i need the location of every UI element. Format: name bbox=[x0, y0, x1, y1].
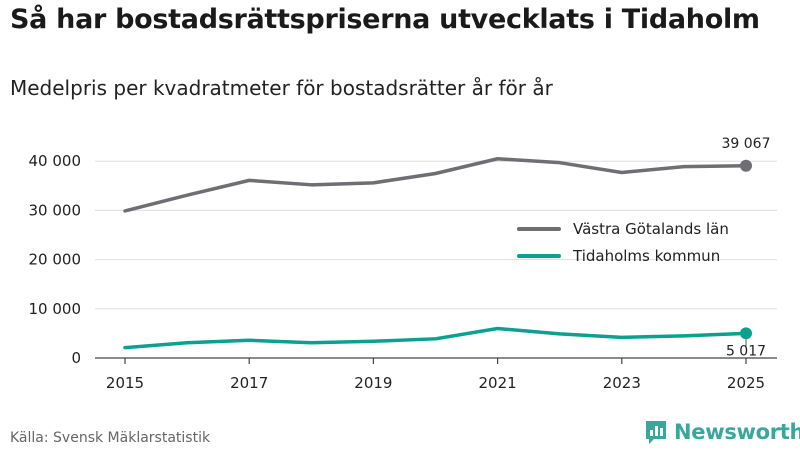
x-tick-label: 2017 bbox=[230, 374, 268, 392]
brand-logo[interactable]: Newsworthy bbox=[644, 419, 800, 445]
chart-title: Så har bostadsrättspriserna utvecklats i… bbox=[10, 4, 760, 35]
legend-label-vastra: Västra Götalands län bbox=[573, 220, 729, 238]
legend: Västra Götalands län Tidaholms kommun bbox=[517, 220, 729, 265]
x-tick-label: 2025 bbox=[727, 374, 765, 392]
end-label-vastra: 39 067 bbox=[722, 136, 771, 152]
y-tick-label: 10 000 bbox=[29, 300, 82, 318]
end-marker-tidaholm bbox=[740, 327, 752, 340]
series-line-vastra bbox=[123, 156, 748, 213]
series-line-tidaholm bbox=[123, 326, 748, 350]
source-note: Källa: Svensk Mäklarstatistik bbox=[10, 430, 211, 446]
x-tick-label: 2015 bbox=[106, 374, 144, 392]
y-tick-label: 0 bbox=[71, 349, 81, 367]
bar-chart-icon bbox=[646, 421, 666, 444]
x-tick-label: 2019 bbox=[354, 374, 392, 392]
y-tick-label: 30 000 bbox=[29, 201, 82, 219]
brand-name: Newsworthy bbox=[674, 420, 800, 444]
x-tick-label: 2023 bbox=[603, 374, 641, 392]
chart-subtitle: Medelpris per kvadratmeter för bostadsrä… bbox=[10, 76, 553, 100]
y-tick-label: 40 000 bbox=[29, 152, 82, 170]
y-tick-label: 20 000 bbox=[29, 251, 82, 269]
end-marker-vastra bbox=[740, 159, 752, 172]
legend-label-tidaholm: Tidaholms kommun bbox=[572, 247, 720, 265]
x-tick-label: 2021 bbox=[479, 374, 517, 392]
end-label-tidaholm: 5 017 bbox=[726, 343, 766, 359]
